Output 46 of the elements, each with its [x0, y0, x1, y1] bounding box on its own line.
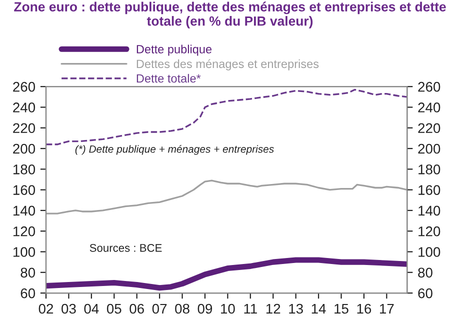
text: Dette publique	[136, 44, 212, 56]
y2-tick-label: 220	[418, 123, 440, 134]
text: Dette totale*	[136, 74, 201, 83]
x-tick-label: 09	[198, 304, 212, 314]
x-tick-label: 14	[312, 304, 326, 314]
x-tick-label: 02	[38, 304, 54, 314]
y-tick-label: 180	[13, 164, 36, 174]
y2-tick-label: 160	[418, 185, 440, 195]
y2-tick-label: 60	[418, 288, 432, 298]
y-tick-label: 80	[20, 268, 36, 278]
x-tick-label: 08	[175, 304, 190, 314]
chart-title: Zone euro : dette publique, dette des ménages et entreprises et dette totale (en % du PIB valeur)	[14, 2, 446, 28]
y-tick-label: 260	[13, 82, 36, 92]
x-tick-label: 15	[334, 304, 348, 314]
y2-tick-label: 120	[418, 226, 440, 236]
x-tick-label: 03	[62, 304, 76, 314]
y-tick-label: 220	[13, 123, 36, 134]
x-tick-label: 16	[357, 304, 372, 314]
y-tick-label: 100	[13, 247, 36, 257]
x-tick-label: 07	[152, 304, 167, 314]
y-tick-label: 200	[13, 144, 36, 154]
y2-tick-label: 240	[418, 102, 440, 112]
y-tick-label: 240	[13, 102, 36, 112]
y2-tick-label: 80	[418, 268, 432, 278]
x-tick-label: 04	[84, 304, 99, 314]
y-tick-label: 140	[13, 206, 36, 216]
y2-tick-label: 180	[418, 164, 440, 174]
line-series	[46, 88, 408, 146]
x-tick-label: 06	[130, 304, 144, 314]
x-tick-label: 13	[289, 304, 303, 314]
x-tick-label: 05	[106, 304, 122, 314]
y2-tick-label: 200	[418, 144, 440, 154]
y2-tick-label: 100	[418, 247, 440, 257]
annotation: Sources : BCE	[90, 244, 162, 252]
y2-tick-label: 260	[418, 82, 440, 92]
line-series	[46, 180, 408, 214]
annotation: (*) Dette publique + ménages + entreprises	[75, 144, 274, 155]
y-tick-label: 120	[13, 226, 36, 236]
y2-tick-label: 140	[418, 206, 440, 216]
x-tick-label: 17	[380, 304, 394, 314]
y-tick-label: 160	[13, 185, 36, 195]
x-tick-label: 10	[221, 304, 235, 314]
x-tick-label: 12	[266, 304, 280, 314]
y-tick-label: 60	[20, 288, 36, 298]
text: Dettes des ménages et entreprises	[136, 59, 319, 70]
x-tick-label: 11	[244, 304, 257, 314]
